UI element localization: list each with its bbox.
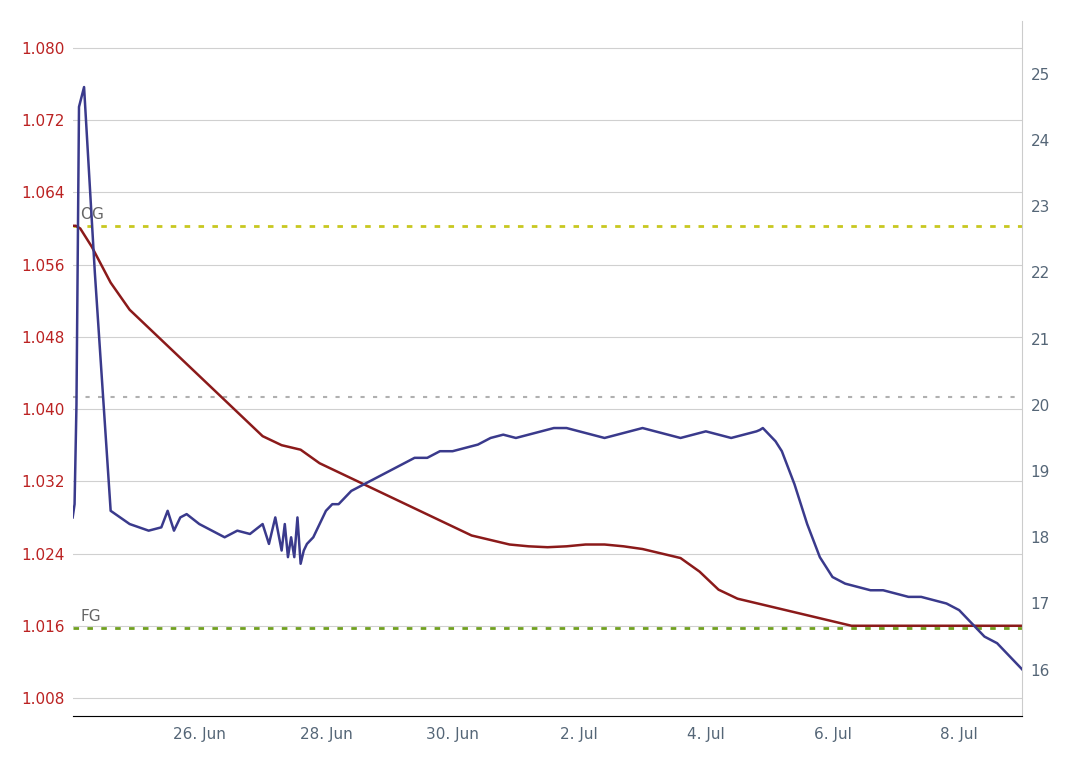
Text: FG: FG [80, 609, 101, 624]
Text: OG: OG [80, 208, 104, 222]
